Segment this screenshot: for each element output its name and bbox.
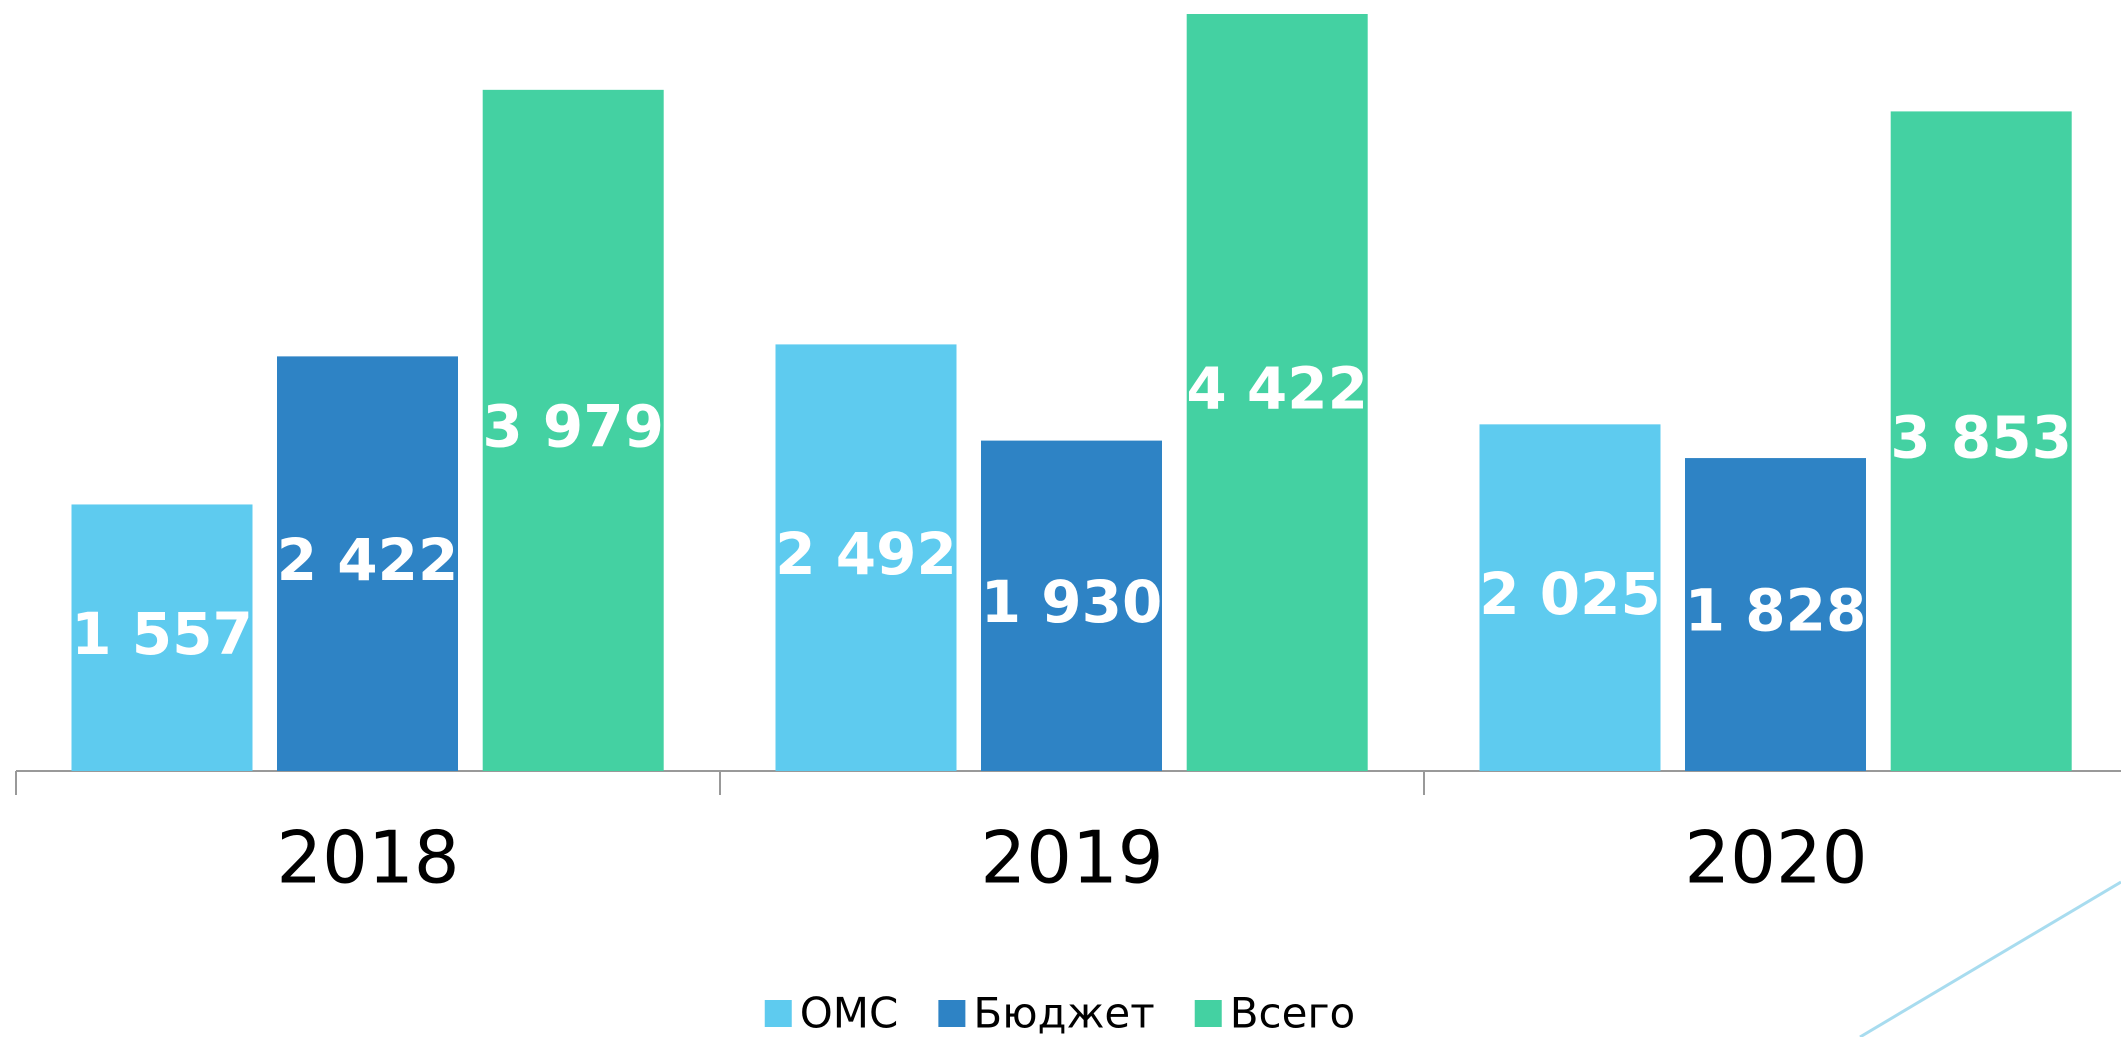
bar [981,440,1162,771]
bar [775,344,957,771]
x-tick-label: 2019 [980,816,1163,900]
decoration [1859,880,2121,1037]
bar [1479,424,1661,771]
data-label: 2 025 [1479,560,1661,628]
bar [1186,14,1368,771]
bar [1685,458,1866,771]
data-label: 4 422 [1186,355,1368,423]
legend-label: ОМС [800,989,899,1037]
legend-swatch [764,1000,792,1027]
data-label: 1 557 [71,600,253,668]
legend-label: Всего [1230,989,1356,1037]
legend-swatch [938,1000,966,1027]
data-label: 1 828 [1685,577,1867,645]
bar [71,504,253,771]
x-tick-label: 2018 [276,816,459,900]
x-tick-label: 2020 [1684,816,1867,900]
legend-label: Бюджет [973,989,1154,1037]
bar [1890,111,2072,771]
data-label: 1 930 [981,568,1163,636]
data-label: 2 492 [775,520,957,588]
data-label: 3 979 [482,393,664,461]
data-label: 3 853 [1890,403,2072,471]
legend-swatch [1194,1000,1222,1027]
bar [482,89,664,771]
bar [277,356,458,771]
data-label: 2 422 [277,526,459,594]
